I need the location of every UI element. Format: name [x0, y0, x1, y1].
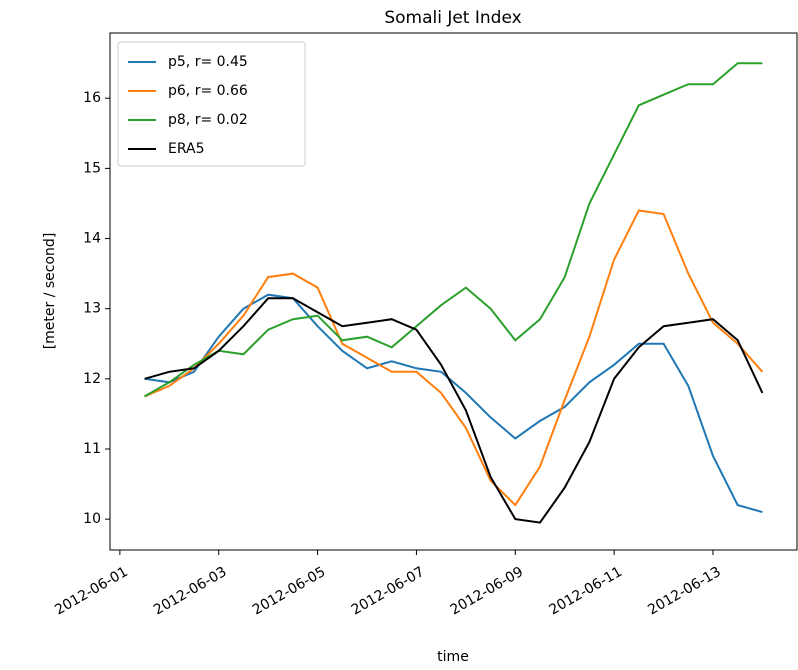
- y-tick-label: 16: [83, 90, 101, 106]
- legend-label: p6, r= 0.66: [168, 83, 248, 99]
- x-tick-label: 2012-06-01: [52, 564, 130, 619]
- x-tick-label: 2012-06-05: [250, 564, 328, 619]
- x-axis-label: time: [437, 649, 469, 665]
- legend-label: p5, r= 0.45: [168, 54, 248, 70]
- legend-box: [117, 41, 306, 167]
- y-tick-label: 15: [83, 160, 101, 176]
- series-line: [144, 62, 763, 398]
- x-tick-label: 2012-06-03: [151, 564, 229, 619]
- x-tick-label: 2012-06-13: [645, 564, 723, 619]
- series-line: [144, 209, 764, 507]
- y-tick-label: 13: [83, 301, 101, 317]
- x-tick-label: 2012-06-07: [349, 564, 427, 619]
- legend-label: ERA5: [168, 141, 205, 157]
- plot-frame: [109, 32, 798, 551]
- y-tick-label: 14: [83, 231, 101, 247]
- x-tick-label: 2012-06-09: [448, 564, 526, 619]
- y-axis-label: [meter / second]: [42, 233, 58, 350]
- series-line: [144, 297, 764, 524]
- y-tick-label: 12: [83, 371, 101, 387]
- x-tick-label: 2012-06-11: [546, 564, 624, 619]
- series-line: [144, 293, 763, 514]
- legend-label: p8, r= 0.02: [168, 112, 248, 128]
- y-tick-label: 10: [83, 511, 101, 527]
- y-tick-label: 11: [83, 441, 101, 457]
- chart-title: Somali Jet Index: [384, 8, 521, 28]
